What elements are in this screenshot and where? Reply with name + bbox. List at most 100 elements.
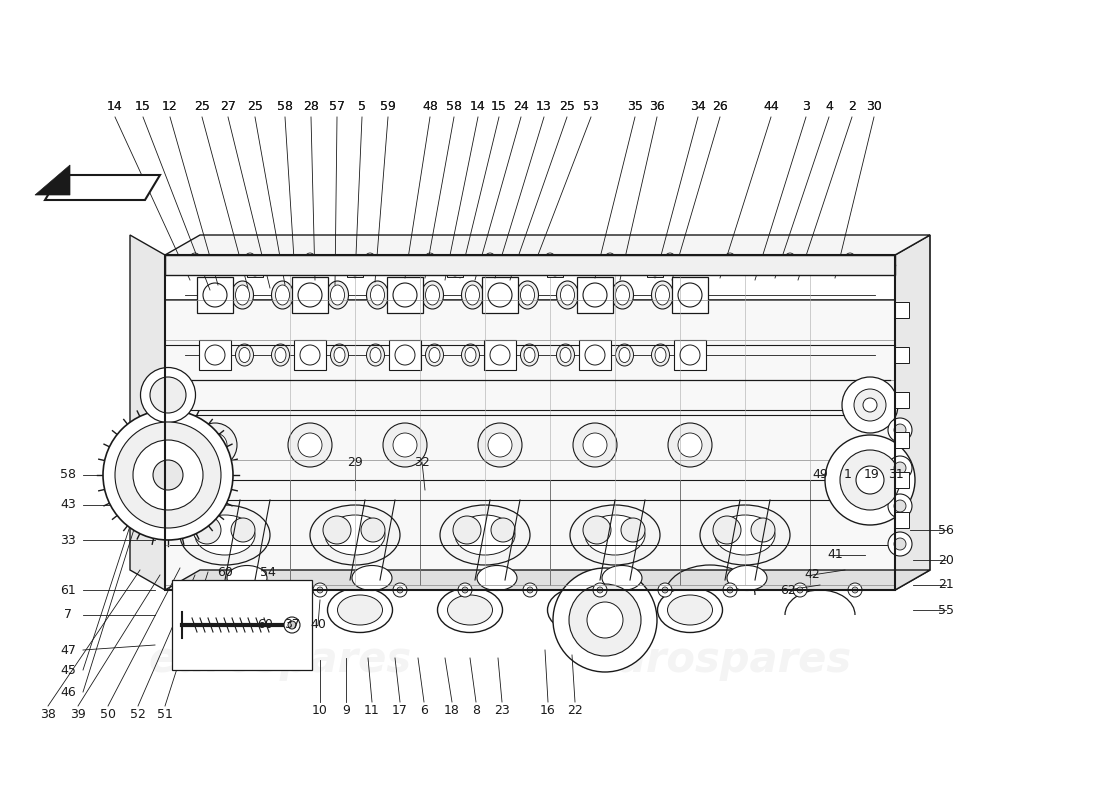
Circle shape (453, 516, 481, 544)
Circle shape (361, 518, 385, 542)
Bar (346, 267, 363, 277)
Circle shape (666, 253, 675, 263)
Circle shape (488, 433, 512, 457)
Circle shape (425, 253, 435, 263)
Text: 34: 34 (690, 101, 706, 114)
Circle shape (150, 377, 186, 413)
Text: 36: 36 (649, 101, 664, 114)
Text: 51: 51 (157, 707, 173, 721)
Ellipse shape (462, 281, 484, 309)
Polygon shape (895, 235, 930, 590)
Text: 40: 40 (310, 618, 326, 631)
Bar (248, 267, 263, 277)
Circle shape (621, 518, 645, 542)
Text: 57: 57 (329, 101, 345, 114)
Text: 2: 2 (848, 101, 856, 114)
Circle shape (651, 268, 659, 276)
Text: 26: 26 (712, 101, 728, 114)
Ellipse shape (272, 281, 294, 309)
Text: 26: 26 (712, 101, 728, 114)
Ellipse shape (520, 285, 535, 305)
Text: 56: 56 (938, 523, 954, 537)
Text: 15: 15 (135, 101, 151, 114)
Ellipse shape (275, 347, 286, 362)
Bar (672, 277, 708, 313)
Text: 19: 19 (865, 469, 880, 482)
Polygon shape (165, 235, 930, 255)
Ellipse shape (654, 347, 666, 362)
Text: 28: 28 (304, 101, 319, 114)
Circle shape (723, 583, 737, 597)
Text: 9: 9 (342, 703, 350, 717)
Text: 60: 60 (217, 566, 233, 578)
Circle shape (298, 433, 322, 457)
Bar (579, 340, 610, 370)
Text: 2: 2 (848, 101, 856, 114)
Circle shape (190, 253, 200, 263)
Circle shape (284, 617, 300, 633)
Ellipse shape (715, 515, 775, 555)
Text: eurospares: eurospares (148, 639, 411, 681)
Circle shape (888, 532, 912, 556)
Ellipse shape (141, 367, 196, 422)
Ellipse shape (658, 587, 723, 633)
Polygon shape (165, 300, 895, 590)
Text: 35: 35 (627, 101, 642, 114)
Ellipse shape (651, 344, 670, 366)
Bar (895, 512, 909, 528)
Bar (165, 255, 895, 590)
Circle shape (605, 253, 615, 263)
Bar (895, 347, 909, 363)
Text: 35: 35 (627, 101, 642, 114)
Circle shape (888, 494, 912, 518)
Ellipse shape (462, 344, 480, 366)
Circle shape (848, 583, 862, 597)
Ellipse shape (328, 587, 393, 633)
Ellipse shape (517, 281, 539, 309)
Bar (447, 267, 463, 277)
Text: 55: 55 (938, 603, 954, 617)
Text: 30: 30 (866, 101, 882, 114)
Ellipse shape (440, 505, 530, 565)
Text: 28: 28 (304, 101, 319, 114)
Text: 29: 29 (348, 455, 363, 469)
Text: 45: 45 (60, 663, 76, 677)
Polygon shape (45, 175, 159, 200)
Circle shape (491, 518, 515, 542)
Text: 25: 25 (194, 101, 210, 114)
Text: 22: 22 (568, 703, 583, 717)
Ellipse shape (370, 347, 381, 362)
Ellipse shape (366, 344, 385, 366)
Polygon shape (165, 570, 930, 590)
Text: 44: 44 (763, 101, 779, 114)
Circle shape (569, 584, 641, 656)
Text: 13: 13 (536, 101, 552, 114)
Circle shape (393, 433, 417, 457)
Ellipse shape (561, 285, 574, 305)
Bar (387, 277, 424, 313)
Ellipse shape (651, 281, 673, 309)
Circle shape (257, 587, 263, 593)
Text: 5: 5 (358, 101, 366, 114)
Circle shape (785, 253, 795, 263)
Ellipse shape (558, 595, 603, 625)
Ellipse shape (272, 344, 289, 366)
Circle shape (192, 516, 221, 544)
Text: 15: 15 (491, 101, 507, 114)
Ellipse shape (448, 595, 493, 625)
Text: eurospares: eurospares (588, 639, 851, 681)
Bar (165, 255, 895, 275)
Bar (199, 340, 231, 370)
Circle shape (658, 583, 672, 597)
Ellipse shape (227, 566, 267, 590)
Ellipse shape (727, 566, 767, 590)
Circle shape (553, 568, 657, 672)
Ellipse shape (455, 515, 515, 555)
Circle shape (854, 389, 886, 421)
Bar (647, 267, 663, 277)
Circle shape (842, 377, 898, 433)
Ellipse shape (700, 505, 790, 565)
Text: 18: 18 (444, 703, 460, 717)
Circle shape (551, 268, 559, 276)
Text: 17: 17 (392, 703, 408, 717)
